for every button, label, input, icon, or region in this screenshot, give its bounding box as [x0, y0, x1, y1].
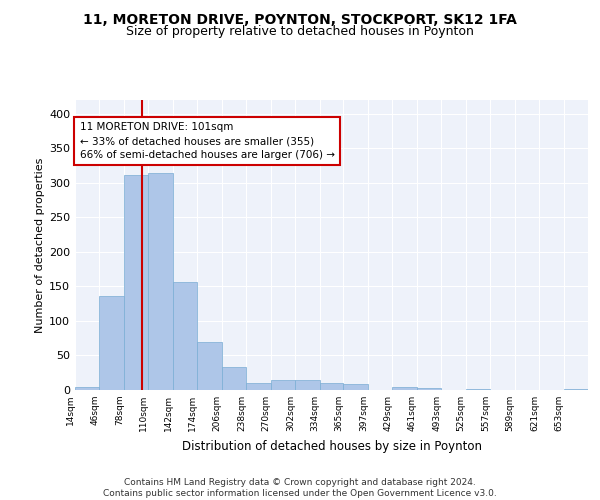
Bar [148, 172, 173, 390]
Bar [417, 388, 441, 390]
Y-axis label: Number of detached properties: Number of detached properties [35, 158, 45, 332]
Text: Size of property relative to detached houses in Poynton: Size of property relative to detached ho… [126, 25, 474, 38]
Bar [124, 176, 148, 390]
Bar [343, 384, 368, 390]
Bar [466, 388, 490, 390]
Text: 11, MORETON DRIVE, POYNTON, STOCKPORT, SK12 1FA: 11, MORETON DRIVE, POYNTON, STOCKPORT, S… [83, 12, 517, 26]
Text: Contains HM Land Registry data © Crown copyright and database right 2024.
Contai: Contains HM Land Registry data © Crown c… [103, 478, 497, 498]
Text: 11 MORETON DRIVE: 101sqm
← 33% of detached houses are smaller (355)
66% of semi-: 11 MORETON DRIVE: 101sqm ← 33% of detach… [80, 122, 335, 160]
Bar [222, 367, 246, 390]
Bar [392, 386, 417, 390]
Bar [295, 380, 320, 390]
X-axis label: Distribution of detached houses by size in Poynton: Distribution of detached houses by size … [182, 440, 482, 452]
Bar [246, 383, 271, 390]
Bar [100, 296, 124, 390]
Bar [197, 342, 222, 390]
Bar [563, 388, 588, 390]
Bar [320, 383, 343, 390]
Bar [173, 282, 197, 390]
Bar [75, 387, 100, 390]
Bar [271, 380, 295, 390]
